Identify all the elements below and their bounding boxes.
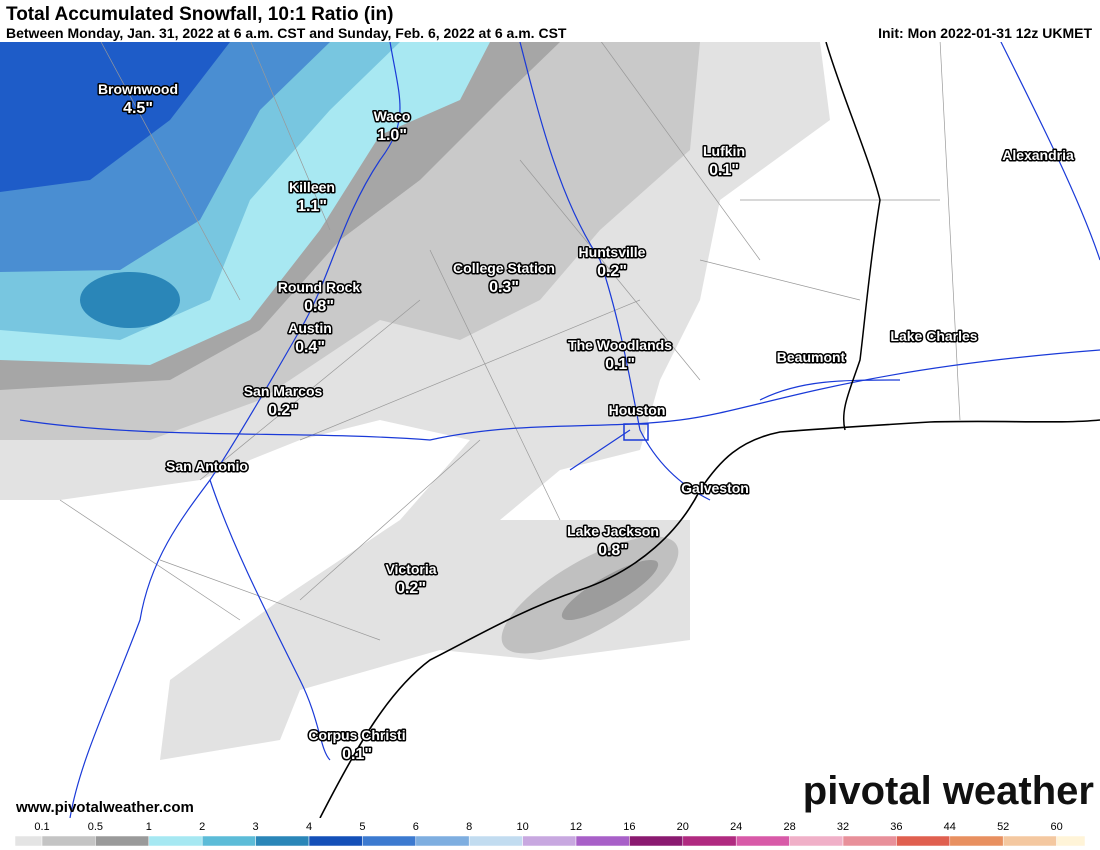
- colorbar-segment: [682, 835, 737, 847]
- colorbar-label: 16: [623, 821, 635, 833]
- city-name: Brownwood: [98, 81, 178, 97]
- colorbar-segment: [789, 835, 844, 847]
- city-name: San Marcos: [244, 383, 323, 399]
- city-name: Galveston: [681, 480, 749, 496]
- city-snowfall: 0.2": [396, 580, 426, 597]
- colorbar-segment: [735, 835, 790, 847]
- colorbar-segment: [148, 835, 203, 847]
- title: Total Accumulated Snowfall, 10:1 Ratio (…: [6, 4, 393, 25]
- colorbar-segment: [842, 835, 897, 847]
- colorbar-label: 12: [570, 821, 582, 833]
- colorbar-segment: [575, 835, 630, 847]
- colorbar-segment: [468, 835, 523, 847]
- colorbar-segment: [362, 835, 417, 847]
- city-name: Austin: [288, 320, 332, 336]
- url: www.pivotalweather.com: [15, 799, 194, 816]
- init-time: Init: Mon 2022-01-31 12z UKMET: [878, 25, 1092, 41]
- city-name: Lake Jackson: [567, 523, 659, 539]
- colorbar-label: 20: [677, 821, 689, 833]
- colorbar-label: 52: [997, 821, 1009, 833]
- city-snowfall: 0.8": [598, 542, 628, 559]
- colorbar-segment: [896, 835, 951, 847]
- city-name: The Woodlands: [568, 337, 672, 353]
- colorbar-segment: [41, 835, 96, 847]
- rivers-roads: [19, 39, 1100, 819]
- legend: 0.1 0.5 1 2 3 4 5 6 8 10 12 16 20 24 28 32 36 44 52 60: [14, 821, 1086, 847]
- colorbar-label: 0.1: [34, 821, 49, 833]
- colorbar-segment: [1056, 835, 1086, 847]
- colorbar-label: 4: [306, 821, 312, 833]
- colorbar-segment: [415, 835, 470, 847]
- colorbar-segment: [95, 835, 150, 847]
- colorbar-label: 10: [516, 821, 528, 833]
- city-name: Beaumont: [777, 349, 846, 365]
- city-name: Round Rock: [278, 279, 361, 295]
- colorbar-label: 3: [253, 821, 259, 833]
- city-snowfall: 0.2": [597, 263, 627, 280]
- snow-shade: [0, 42, 230, 192]
- city-name: Lufkin: [703, 143, 745, 159]
- colorbar-segment: [201, 835, 256, 847]
- city-outline: [623, 423, 649, 441]
- header-band: [0, 0, 1100, 42]
- snow-shade: [80, 272, 180, 328]
- city-snowfall: 0.4": [295, 339, 325, 356]
- brand: pivotal weather: [803, 769, 1094, 813]
- city-name: Killeen: [289, 179, 335, 195]
- colorbar-segment: [522, 835, 577, 847]
- colorbar-label: 28: [783, 821, 795, 833]
- city-snowfall: 0.2": [268, 402, 298, 419]
- city-name: Waco: [374, 108, 411, 124]
- city-name: Huntsville: [579, 244, 646, 260]
- colorbar-label: 44: [944, 821, 956, 833]
- snow-shade: [561, 559, 659, 621]
- city-snowfall: 1.0": [377, 127, 407, 144]
- colorbar-label: 60: [1050, 821, 1062, 833]
- colorbar-segment: [255, 835, 310, 847]
- city-snowfall: 0.3": [489, 279, 519, 296]
- colorbar-segment: [949, 835, 1004, 847]
- colorbar-label: 8: [466, 821, 472, 833]
- colorbar-label: 24: [730, 821, 742, 833]
- city-name: San Antonio: [166, 458, 248, 474]
- map: [0, 39, 1100, 819]
- city-name: Lake Charles: [890, 328, 977, 344]
- city-snowfall: 0.1": [605, 356, 635, 373]
- colorbar-label: 0.5: [88, 821, 103, 833]
- city-snowfall: 0.8": [304, 298, 334, 315]
- colorbar-segment: [308, 835, 363, 847]
- coastline: [319, 419, 1100, 819]
- colorbar-segment: [1002, 835, 1057, 847]
- city-labels: Brownwood 4.5" Waco 1.0" Killeen 1.1" Round Ro…: [96, 80, 1075, 765]
- colorbar-label: 36: [890, 821, 902, 833]
- city-name: College Station: [453, 260, 555, 276]
- colorbar-segment: [14, 835, 43, 847]
- colorbar-segment: [629, 835, 684, 847]
- colorbar-label: 32: [837, 821, 849, 833]
- colorbar-label: 6: [413, 821, 419, 833]
- colorbar-label: 2: [199, 821, 205, 833]
- city-name: Victoria: [385, 561, 436, 577]
- subtitle: Between Monday, Jan. 31, 2022 at 6 a.m. …: [6, 25, 567, 41]
- city-snowfall: 0.1": [342, 746, 372, 763]
- city-name: Corpus Christi: [308, 727, 405, 743]
- city-snowfall: 1.1": [297, 198, 327, 215]
- county-lines: [59, 39, 961, 641]
- city-name: Alexandria: [1002, 147, 1074, 163]
- colorbar-label: 1: [146, 821, 152, 833]
- city-snowfall: 0.1": [709, 162, 739, 179]
- state-border: [825, 41, 881, 431]
- city-name: Houston: [609, 402, 666, 418]
- city-snowfall: 4.5": [123, 100, 153, 117]
- colorbar-label: 5: [359, 821, 365, 833]
